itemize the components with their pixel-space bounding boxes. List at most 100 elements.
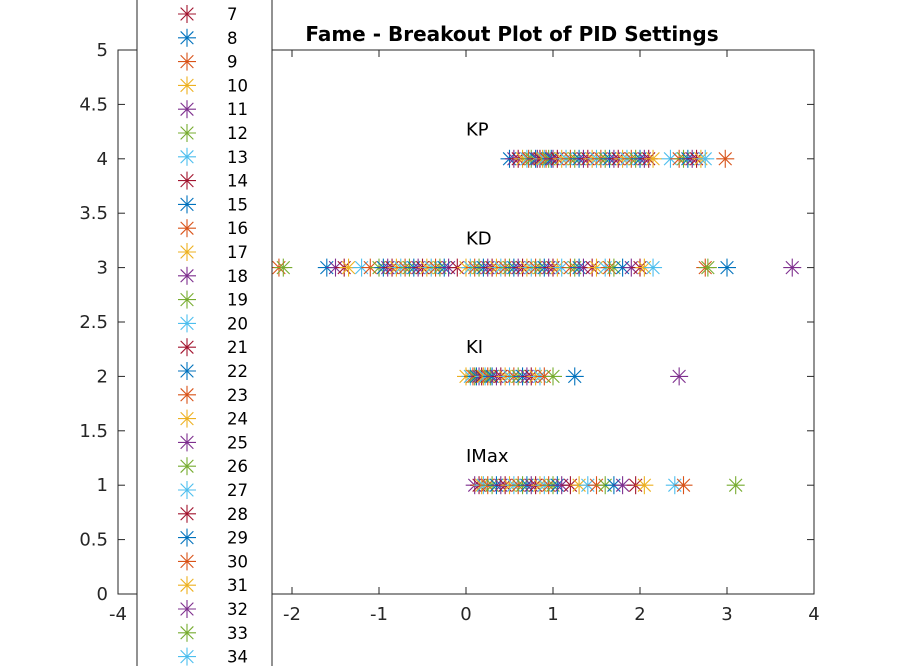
legend-marker: [178, 504, 196, 523]
data-point: [274, 258, 293, 277]
x-tick-label: 1: [547, 604, 558, 625]
y-tick-label: 5: [97, 40, 108, 61]
legend-label: 29: [227, 529, 248, 548]
legend-label: 26: [227, 457, 248, 476]
y-tick-label: 3: [97, 258, 108, 279]
y-tick-label: 4.5: [79, 94, 108, 115]
y-tick-label: 0.5: [79, 530, 108, 551]
legend-marker: [178, 100, 196, 119]
x-tick-label: 0: [460, 604, 471, 625]
data-point: [698, 258, 717, 277]
legend-marker: [178, 266, 196, 285]
legend-label: 27: [227, 481, 248, 500]
annotations: KP KD KI IMax: [466, 120, 509, 467]
legend-label: 14: [227, 172, 248, 191]
legend-marker: [178, 28, 196, 47]
legend-marker: [178, 243, 196, 261]
legend-marker: [178, 314, 196, 333]
legend-marker: [178, 409, 196, 428]
legend-label: 31: [227, 576, 248, 595]
y-tick-label: 3.5: [79, 203, 108, 224]
legend-marker: [178, 290, 196, 309]
legend-label: 7: [227, 5, 238, 24]
legend-marker: [178, 76, 196, 95]
legend-marker: [178, 147, 196, 166]
legend-marker: [178, 600, 196, 618]
legend-marker: [178, 433, 196, 452]
legend-marker: [178, 124, 196, 142]
data-points: [269, 149, 802, 495]
data-point: [726, 476, 745, 495]
y-tick-label: 2.5: [79, 312, 108, 333]
legend-marker: [178, 171, 196, 190]
legend-label: 32: [227, 600, 248, 619]
x-tick-label: -2: [283, 604, 301, 625]
data-point: [565, 367, 584, 386]
legend-label: 24: [227, 410, 248, 429]
legend-marker: [178, 385, 196, 404]
x-tick-label: -1: [370, 604, 388, 625]
legend-label: 17: [227, 243, 248, 262]
x-tick-label: 2: [634, 604, 645, 625]
data-point: [783, 258, 802, 277]
legend-label: 9: [227, 53, 238, 72]
legend-label: 16: [227, 219, 248, 238]
y-tick-label: 4: [97, 149, 108, 170]
legend-marker: [178, 623, 196, 642]
x-tick-label: 4: [808, 604, 819, 625]
data-point: [644, 258, 663, 277]
axis-ticks: -4 -2 -1 0 1 2 3 400.511.522.533.544.55: [79, 40, 819, 625]
legend: 7 8 9 10 11 12 13 14 15 16 17 18 19 20 21 22 23 24 25 26 27 2…: [136, 0, 273, 666]
data-point: [674, 476, 693, 495]
legend-marker: [178, 647, 196, 666]
data-point: [696, 149, 715, 168]
y-tick-label: 1.5: [79, 421, 108, 442]
y-tick-label: 0: [97, 584, 108, 605]
legend-marker: [178, 481, 196, 499]
annotation-label: KD: [466, 228, 492, 249]
legend-marker: [178, 52, 196, 71]
data-point: [718, 258, 736, 277]
legend-label: 28: [227, 505, 248, 524]
annotation-label: KI: [466, 337, 483, 358]
legend-label: 33: [227, 624, 248, 643]
y-tick-label: 2: [97, 366, 108, 387]
legend-label: 30: [227, 552, 248, 571]
legend-label: 23: [227, 386, 248, 405]
legend-label: 12: [227, 124, 248, 143]
legend-marker: [178, 5, 196, 23]
x-tick-label: 3: [721, 604, 732, 625]
data-point: [635, 476, 654, 495]
x-tick-label: -4: [109, 604, 127, 625]
legend-label: 21: [227, 338, 248, 357]
legend-label: 34: [227, 648, 248, 666]
annotation-label: KP: [466, 120, 489, 141]
data-point: [716, 149, 735, 168]
legend-label: 22: [227, 362, 248, 381]
legend-marker: [178, 362, 196, 380]
legend-box: [136, 0, 273, 666]
data-point: [544, 367, 562, 386]
legend-label: 19: [227, 291, 248, 310]
data-point: [644, 149, 663, 168]
legend-marker: [178, 576, 196, 595]
legend-label: 15: [227, 195, 248, 214]
legend-marker: [178, 528, 196, 547]
data-point: [613, 476, 632, 495]
legend-marker: [178, 195, 196, 214]
y-tick-label: 1: [97, 475, 108, 496]
legend-marker: [178, 338, 196, 357]
legend-label: 8: [227, 29, 238, 48]
annotation-label: IMax: [466, 446, 509, 467]
legend-marker: [178, 219, 196, 238]
legend-marker: [178, 457, 196, 476]
legend-label: 20: [227, 314, 248, 333]
legend-marker: [178, 552, 196, 571]
legend-label: 11: [227, 100, 248, 119]
data-point: [670, 367, 689, 386]
legend-label: 10: [227, 76, 248, 95]
legend-label: 25: [227, 433, 248, 452]
chart-title: Fame - Breakout Plot of PID Settings: [305, 22, 718, 46]
legend-label: 18: [227, 267, 248, 286]
